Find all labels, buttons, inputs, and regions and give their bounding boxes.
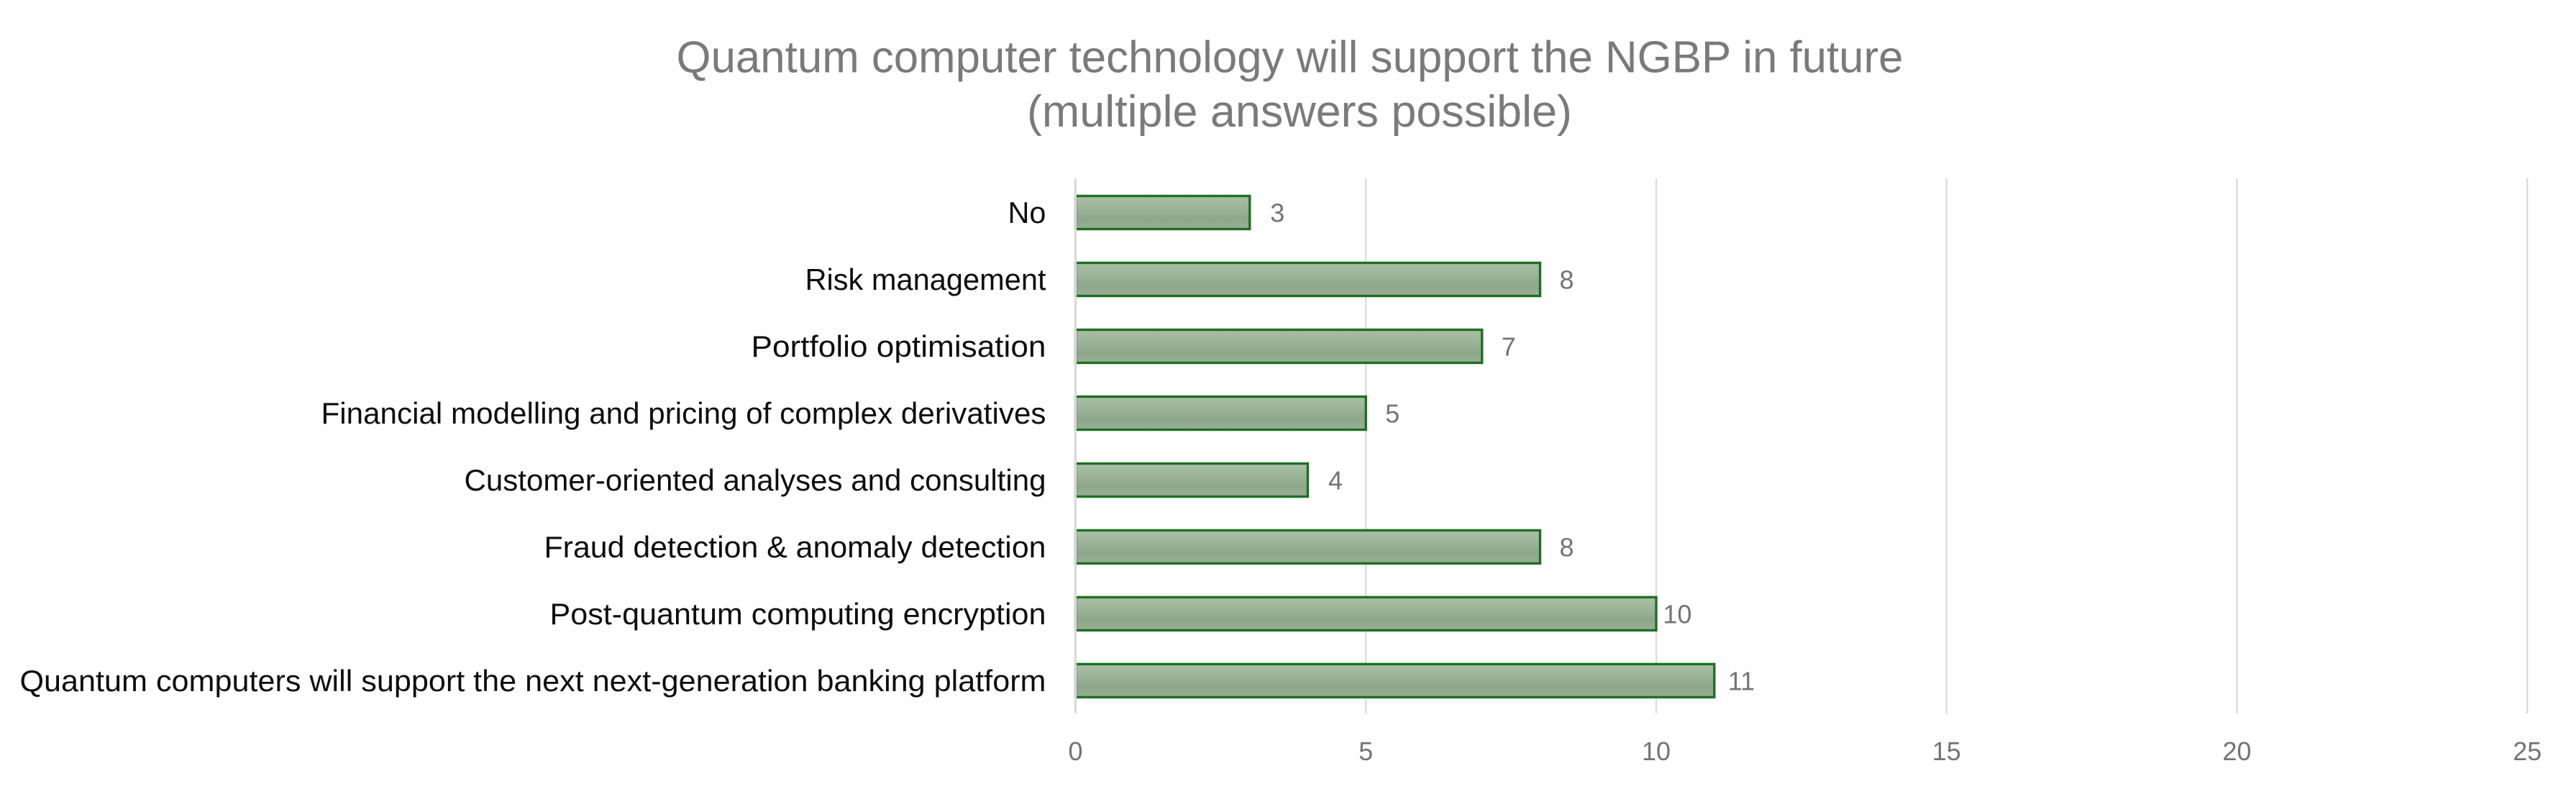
svg-text:20: 20	[2222, 736, 2251, 766]
svg-text:No: No	[1008, 196, 1046, 229]
svg-text:(multiple answers possible): (multiple answers possible)	[1027, 86, 1572, 137]
svg-text:15: 15	[1932, 736, 1961, 766]
svg-text:3: 3	[1270, 198, 1284, 228]
svg-text:10: 10	[1663, 600, 1691, 629]
svg-text:0: 0	[1068, 736, 1082, 766]
svg-text:Financial modelling and pricin: Financial modelling and pricing of compl…	[321, 396, 1046, 430]
svg-text:4: 4	[1328, 466, 1343, 496]
svg-text:8: 8	[1560, 533, 1574, 562]
svg-text:Fraud detection & anomaly dete: Fraud detection & anomaly detection	[544, 530, 1046, 564]
svg-text:5: 5	[1385, 399, 1399, 429]
svg-text:8: 8	[1560, 265, 1574, 295]
svg-text:25: 25	[2513, 736, 2541, 766]
svg-text:Quantum computer technology wi: Quantum computer technology will support…	[677, 32, 1904, 83]
svg-text:Customer-oriented analyses and: Customer-oriented analyses and consultin…	[465, 463, 1046, 497]
svg-text:5: 5	[1358, 736, 1373, 766]
svg-text:Risk management: Risk management	[805, 263, 1046, 296]
svg-text:Portfolio optimisation: Portfolio optimisation	[752, 329, 1046, 363]
svg-text:10: 10	[1642, 736, 1671, 766]
svg-text:Quantum computers will support: Quantum computers will support the next …	[20, 664, 1046, 698]
svg-text:11: 11	[1728, 667, 1755, 696]
svg-text:Post-quantum computing encrypt: Post-quantum computing encryption	[550, 597, 1046, 631]
svg-text:7: 7	[1502, 332, 1516, 362]
